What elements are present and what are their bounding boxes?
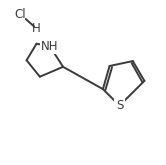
Text: NH: NH	[41, 40, 59, 53]
Text: Cl: Cl	[14, 8, 26, 21]
Text: S: S	[116, 99, 123, 112]
Text: H: H	[32, 22, 41, 34]
